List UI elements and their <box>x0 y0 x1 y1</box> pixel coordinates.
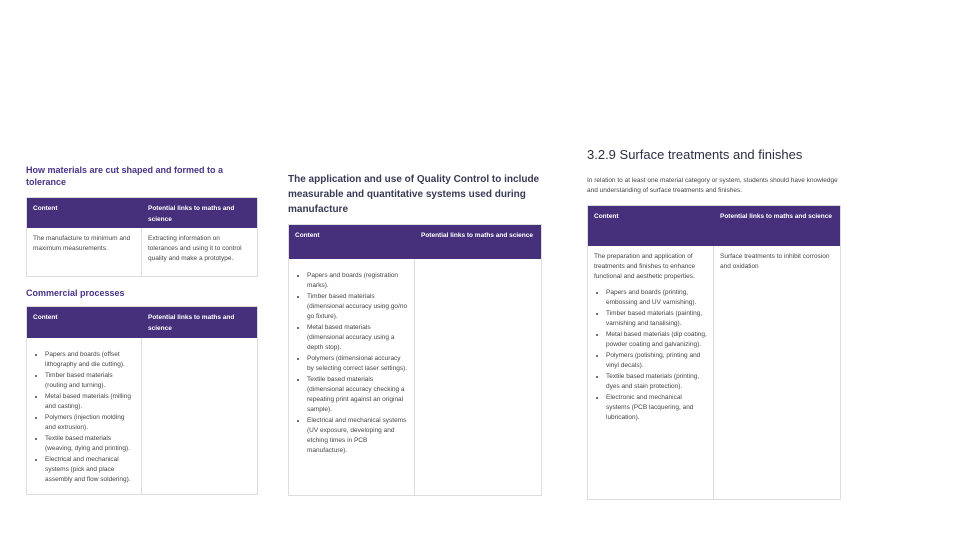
bullet: Electrical and mechanical systems (UV ex… <box>307 416 408 456</box>
bullet-list: Papers and boards (registration marks).T… <box>295 271 408 456</box>
bullet: Polymers (polishing, printing and vinyl … <box>606 351 707 371</box>
heading: The application and use of Quality Contr… <box>288 174 540 215</box>
cell <box>142 338 257 494</box>
heading: Commercial processes <box>26 288 125 298</box>
header-cell: Potential links to maths and science <box>714 206 840 246</box>
title: 3.2.9 Surface treatments and finishes <box>587 147 803 162</box>
table: Content Potential links to maths and sci… <box>587 205 841 500</box>
table: Content Potential links to maths and sci… <box>288 224 542 496</box>
bullet-list: Papers and boards (offset lithography an… <box>33 350 135 485</box>
cell: Surface treatments to inhibit corrosion … <box>720 253 830 270</box>
bullet-list: Papers and boards (printing, embossing a… <box>594 288 707 423</box>
cell: The preparation and application of treat… <box>588 246 714 499</box>
cell-text: The preparation and application of treat… <box>594 253 696 280</box>
table: Content Potential links to maths and sci… <box>26 197 258 277</box>
bullet: Electronic and mechanical systems (PCB l… <box>606 393 707 423</box>
bullet: Papers and boards (registration marks). <box>307 271 408 291</box>
bullet: Papers and boards (offset lithography an… <box>45 350 135 370</box>
bullet: Metal based materials (milling and casti… <box>45 392 135 412</box>
bullet: Papers and boards (printing, embossing a… <box>606 288 707 308</box>
header-cell: Content <box>588 206 714 246</box>
cell: Extracting information on tolerances and… <box>148 235 242 262</box>
header-cell: Potential links to maths and science <box>142 198 257 228</box>
bullet: Electrical and mechanical systems (pick … <box>45 455 135 485</box>
bullet: Timber based materials (painting, varnis… <box>606 309 707 329</box>
intro: In relation to at least one material cat… <box>587 177 838 194</box>
bullet: Timber based materials (routing and turn… <box>45 371 135 391</box>
bullet: Timber based materials (dimensional accu… <box>307 292 408 322</box>
header-cell: Content <box>27 198 142 228</box>
bullet: Polymers (dimensional accuracy by select… <box>307 354 408 374</box>
header-cell: Potential links to maths and science <box>415 225 541 259</box>
cell: Papers and boards (offset lithography an… <box>27 338 142 494</box>
header-cell: Content <box>289 225 415 259</box>
cell: Papers and boards (registration marks).T… <box>289 259 415 495</box>
bullet: Metal based materials (dip coating, powd… <box>606 330 707 350</box>
header-cell: Potential links to maths and science <box>142 307 257 338</box>
bullet: Textile based materials (weaving, dying … <box>45 434 135 454</box>
header-cell: Content <box>27 307 142 338</box>
table: Content Potential links to maths and sci… <box>26 306 258 495</box>
bullet: Textile based materials (printing, dyes … <box>606 372 707 392</box>
cell <box>415 259 541 495</box>
bullet: Polymers (injection molding and extrusio… <box>45 413 135 433</box>
heading: How materials are cut shaped and formed … <box>26 165 224 187</box>
bullet: Textile based materials (dimensional acc… <box>307 375 408 415</box>
bullet: Metal based materials (dimensional accur… <box>307 323 408 353</box>
cell: The manufacture to minimum and maximum m… <box>27 228 142 276</box>
